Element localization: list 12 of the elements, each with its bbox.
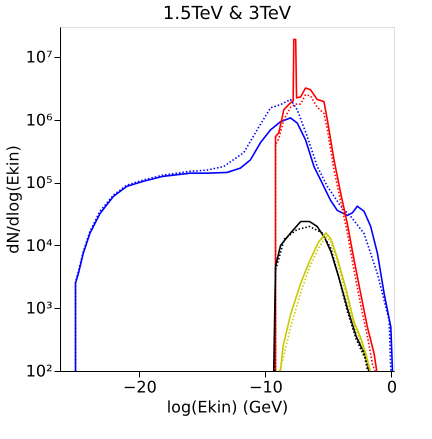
y-axis-title: dN/dlog(Ekin) (4, 145, 23, 254)
y-tick-label: 10⁵ (26, 173, 52, 192)
y-tick-label: 10⁶ (26, 110, 52, 130)
y-tick-label: 10⁴ (26, 236, 52, 255)
chart-title: 1.5TeV & 3TeV (162, 3, 292, 24)
y-tick-label: 10² (26, 362, 52, 380)
y-tick-label: 10⁷ (26, 47, 52, 66)
x-tick-label: −10 (249, 378, 283, 396)
x-tick-label: −20 (123, 378, 157, 396)
x-axis-title: log(Ekin) (GeV) (166, 398, 288, 416)
y-tick-label: 10³ (26, 298, 52, 318)
x-tick-label: 0 (386, 378, 398, 396)
